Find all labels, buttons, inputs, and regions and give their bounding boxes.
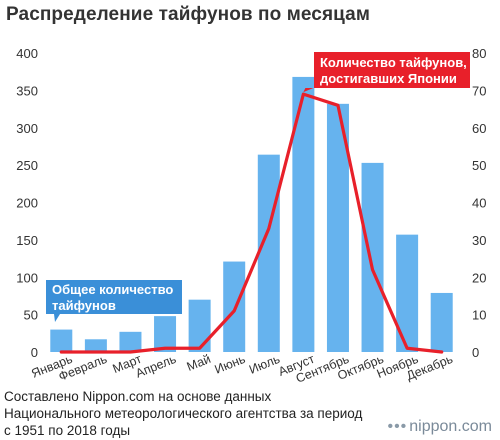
- y-right-tick-10: 10: [472, 308, 486, 323]
- bar-1: [50, 329, 73, 352]
- bar-12: [430, 292, 453, 352]
- chart-title: Распределение тайфунов по месяцам: [6, 4, 370, 25]
- line-japan-reached: [59, 92, 444, 354]
- bar-4: [154, 316, 177, 352]
- source-note: Составлено Nippon.com на основе данных Н…: [4, 388, 362, 439]
- y-axis-left: 0 50 100 150 200 250 300 350 400: [16, 46, 38, 360]
- bar-10: [361, 162, 384, 352]
- y-left-tick-150: 150: [16, 233, 38, 248]
- bar-8: [292, 76, 315, 353]
- bar-callout-box: [46, 280, 182, 322]
- line-callout-line-2: достигавших Японии: [320, 71, 457, 86]
- y-left-tick-200: 200: [16, 196, 38, 211]
- line-callout-line-1: Количество тайфунов,: [320, 55, 467, 70]
- bar-9: [326, 103, 349, 352]
- bar-callout-line-2: тайфунов: [52, 298, 116, 313]
- y-axis-right: 0 10 20 30 40 50 60 70 80: [472, 46, 486, 360]
- y-left-tick-300: 300: [16, 121, 38, 136]
- y-right-tick-40: 40: [472, 196, 486, 211]
- y-left-tick-0: 0: [31, 345, 38, 360]
- bar-3: [119, 331, 142, 352]
- y-right-tick-50: 50: [472, 158, 486, 173]
- x-tick-5: Май: [185, 352, 213, 374]
- bar-2: [84, 339, 107, 352]
- source-line-3: с 1951 по 2018 годы: [4, 423, 131, 438]
- y-right-tick-30: 30: [472, 233, 486, 248]
- y-left-tick-100: 100: [16, 270, 38, 285]
- y-right-tick-20: 20: [472, 270, 486, 285]
- x-tick-7: Июль: [247, 352, 282, 377]
- y-right-tick-60: 60: [472, 121, 486, 136]
- y-left-tick-400: 400: [16, 46, 38, 61]
- brand-logo: ••• nippon.com: [387, 418, 492, 436]
- x-tick-6: Июнь: [213, 352, 248, 377]
- line-callout-box: [303, 52, 470, 93]
- bar-callout-line-1: Общее количество: [52, 282, 173, 297]
- y-right-tick-0: 0: [472, 345, 479, 360]
- brand-name: nippon.com: [409, 418, 492, 435]
- y-right-tick-70: 70: [472, 83, 486, 98]
- line-series: [59, 92, 444, 354]
- source-line-2: Национального метеорологического агентст…: [4, 406, 363, 421]
- bar-7: [257, 154, 280, 352]
- chart: 0 50 100 150 200 250 300 350 400 0 10 20 30 40 50 60 70…: [16, 46, 486, 386]
- bar-5: [188, 299, 211, 352]
- brand-dots: •••: [387, 418, 408, 435]
- bar-11: [396, 234, 419, 352]
- y-left-tick-50: 50: [24, 308, 38, 323]
- y-left-tick-350: 350: [16, 83, 38, 98]
- source-line-1: Составлено Nippon.com на основе данных: [4, 389, 272, 404]
- y-left-tick-250: 250: [16, 158, 38, 173]
- y-right-tick-80: 80: [472, 46, 486, 61]
- x-tick-4: Апрель: [134, 352, 179, 381]
